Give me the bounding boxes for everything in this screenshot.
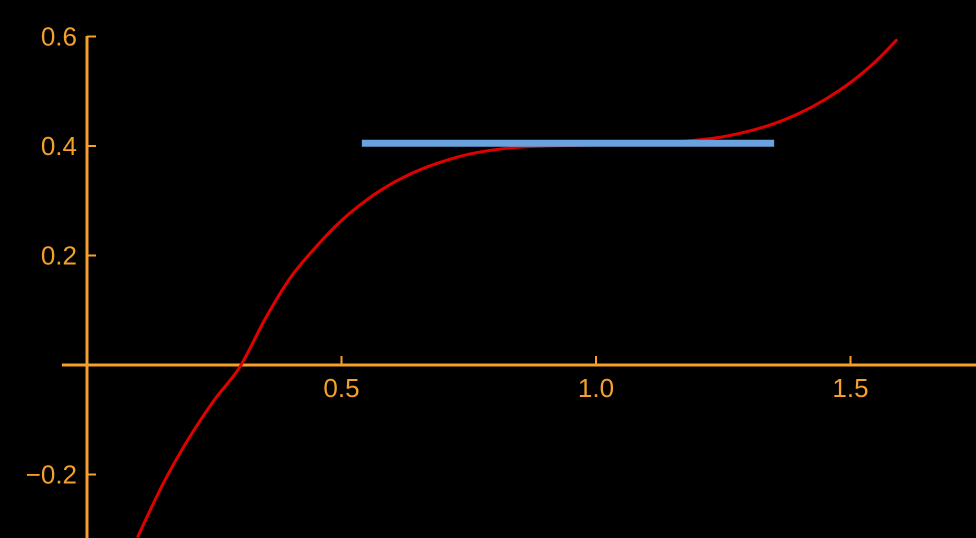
y-tick-label: 0.6 <box>41 22 77 52</box>
y-tick-label: 0.2 <box>41 241 77 271</box>
tick-labels: 0.5 1.0 1.5 0.6 0.4 0.2 −0.2 <box>26 22 869 490</box>
y-tick-label: −0.2 <box>26 460 77 490</box>
x-tick-label: 0.5 <box>323 373 359 403</box>
tick-marks <box>87 35 852 476</box>
y-tick-label: 0.4 <box>41 131 77 161</box>
data-series <box>136 38 898 538</box>
axes <box>61 36 976 538</box>
x-tick-label: 1.0 <box>578 373 614 403</box>
x-tick-label: 1.5 <box>832 373 868 403</box>
series-line <box>136 38 898 538</box>
